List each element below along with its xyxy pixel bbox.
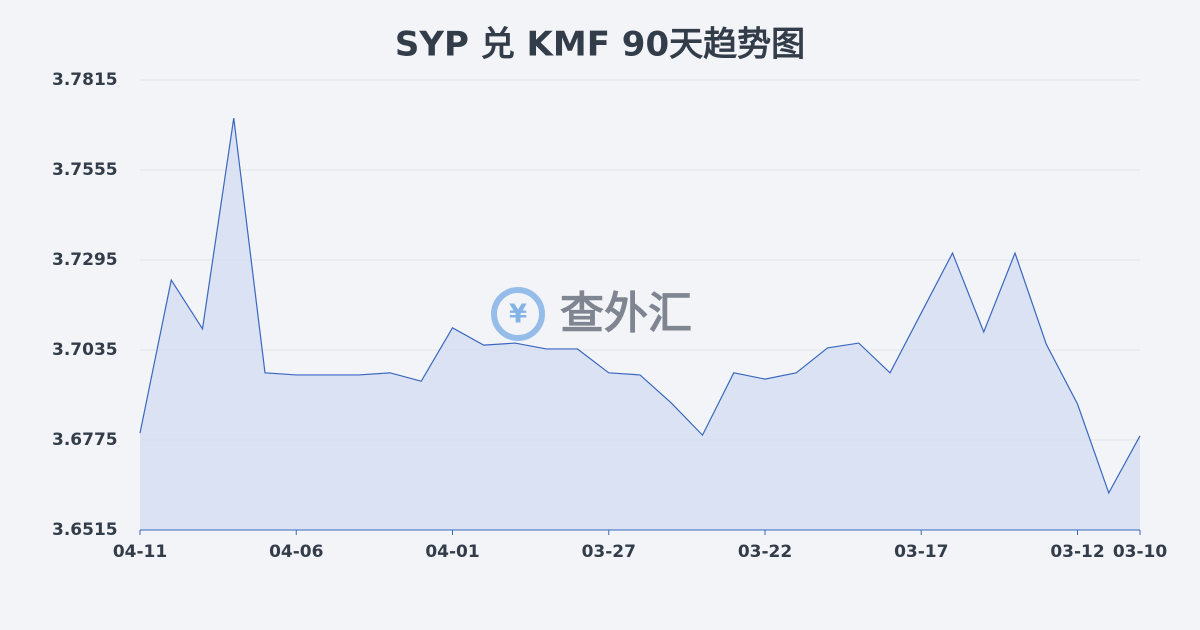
x-tick-label: 04-11 <box>113 542 167 562</box>
x-tick-label: 03-22 <box>738 542 792 562</box>
x-tick-label: 04-01 <box>425 542 479 562</box>
y-tick-label: 3.7555 <box>52 160 118 180</box>
watermark-icon-symbol: ¥ <box>509 300 527 330</box>
x-tick-label: 03-27 <box>582 542 636 562</box>
x-tick-label: 03-17 <box>894 542 948 562</box>
x-tick-label: 04-06 <box>269 542 323 562</box>
y-tick-label: 3.7295 <box>52 250 118 270</box>
y-tick-label: 3.6775 <box>52 430 118 450</box>
line <box>139 117 1141 495</box>
chart-title: SYP 兑 KMF 90天趋势图 <box>395 25 805 65</box>
x-tick-label: 03-10 <box>1113 542 1168 562</box>
area <box>140 118 1140 531</box>
y-tick-label: 3.6515 <box>52 520 118 540</box>
y-tick-label: 3.7815 <box>52 70 118 90</box>
x-tick-label: 03-12 <box>1050 542 1104 562</box>
watermark-icon <box>491 287 545 341</box>
watermark-text: 查外汇 <box>560 288 692 339</box>
y-tick-label: 3.7035 <box>52 340 118 360</box>
watermark: ¥ <box>491 287 545 341</box>
